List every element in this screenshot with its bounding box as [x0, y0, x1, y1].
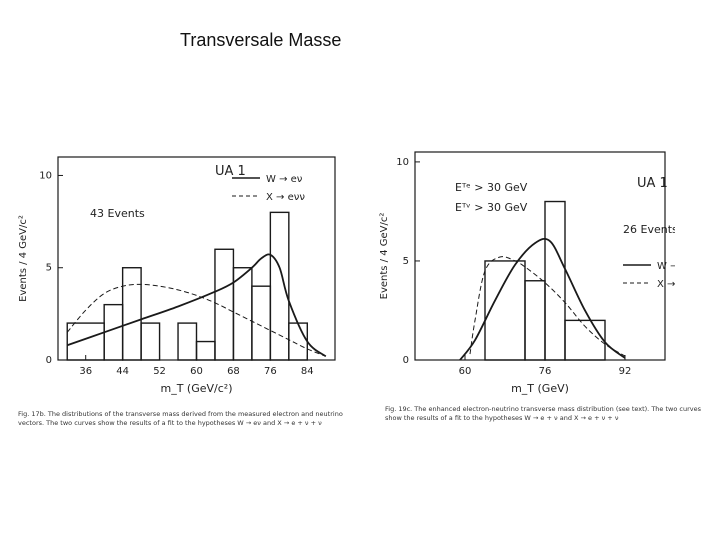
y-axis-label: Events / 4 GeV/c²	[379, 213, 390, 300]
x-axis-label: m_T (GeV/c²)	[161, 382, 233, 395]
histogram-bar	[214, 248, 235, 361]
histogram-bar	[484, 260, 526, 361]
x-tick-label: 60	[459, 366, 472, 377]
x-tick-label: 76	[264, 366, 277, 377]
y-tick-label: 0	[46, 355, 52, 366]
histogram-bar	[140, 322, 161, 361]
x-tick-label: 68	[227, 366, 240, 377]
histogram-bar	[177, 322, 198, 361]
experiment-label: UA 1	[215, 164, 246, 179]
left-chart: 36 44 52 60 68 76 84 0 5 10 m_T (GeV/c²) Events / 4…	[18, 156, 336, 395]
fit-curve-w-to-e-nu	[459, 237, 626, 361]
x-tick-label: 76	[539, 366, 552, 377]
experiment-label: UA 1	[637, 176, 668, 191]
x-tick-label: 84	[301, 366, 314, 377]
x-tick-label: 52	[153, 366, 166, 377]
plot-frame	[414, 151, 666, 361]
events-count-label: 26 Events	[623, 223, 675, 236]
slide-title: Transversale Masse	[180, 30, 342, 50]
x-tick-label: 60	[190, 366, 203, 377]
legend-label: X → eνν	[266, 192, 305, 203]
legend-label: W → eν	[657, 261, 675, 272]
histogram-bar	[544, 200, 566, 361]
histogram-bar	[103, 303, 124, 361]
right-figure-caption: Fig. 19c. The enhanced electron-neutrino…	[385, 405, 701, 423]
histogram-bar	[121, 267, 142, 361]
x-axis-label: m_T (GeV)	[511, 382, 569, 395]
legend-label: W → eν	[266, 174, 303, 185]
x-tick-label: 92	[619, 366, 632, 377]
histogram-bar	[195, 340, 216, 361]
y-tick-label: 0	[403, 355, 409, 366]
fit-curve-x-to-e-nu-nu	[66, 283, 326, 357]
histogram-bar	[66, 322, 105, 361]
histogram-bar	[564, 319, 606, 361]
right-chart: 60 76 92 0 5 10 m_T (GeV) Events / 4 GeV/c² UA 1…	[379, 151, 675, 395]
right-caption-line: Fig. 19c. The enhanced electron-neutrino…	[385, 405, 701, 413]
cut-label: Eᵀᵛ > 30 GeV	[455, 201, 528, 214]
fit-curve-x-to-e-nu-nu	[469, 256, 626, 357]
histogram-bar	[251, 285, 272, 361]
x-tick-label: 44	[116, 366, 129, 377]
legend-label: X → eνν	[657, 279, 675, 290]
y-axis-label: Events / 4 GeV/c²	[18, 215, 29, 302]
fit-curve-w-to-e-nu	[66, 253, 327, 358]
left-caption-line: vectors. The two curves show the results…	[18, 419, 322, 427]
y-tick-label: 10	[39, 170, 52, 181]
events-count-label: 43 Events	[90, 207, 145, 220]
left-caption-line: Fig. 17b. The distributions of the trans…	[18, 410, 343, 418]
y-tick-label: 5	[46, 263, 52, 274]
cut-label: Eᵀᵉ > 30 GeV	[455, 181, 528, 194]
x-tick-label: 36	[79, 366, 92, 377]
y-tick-label: 5	[403, 256, 409, 267]
histogram-bar	[269, 211, 290, 361]
histogram-bar	[288, 322, 309, 361]
left-figure-caption: Fig. 17b. The distributions of the trans…	[18, 410, 343, 428]
right-caption-line: show the results of a fit to the hypothe…	[385, 414, 619, 422]
y-tick-label: 10	[396, 157, 409, 168]
histogram-bar	[524, 280, 546, 361]
